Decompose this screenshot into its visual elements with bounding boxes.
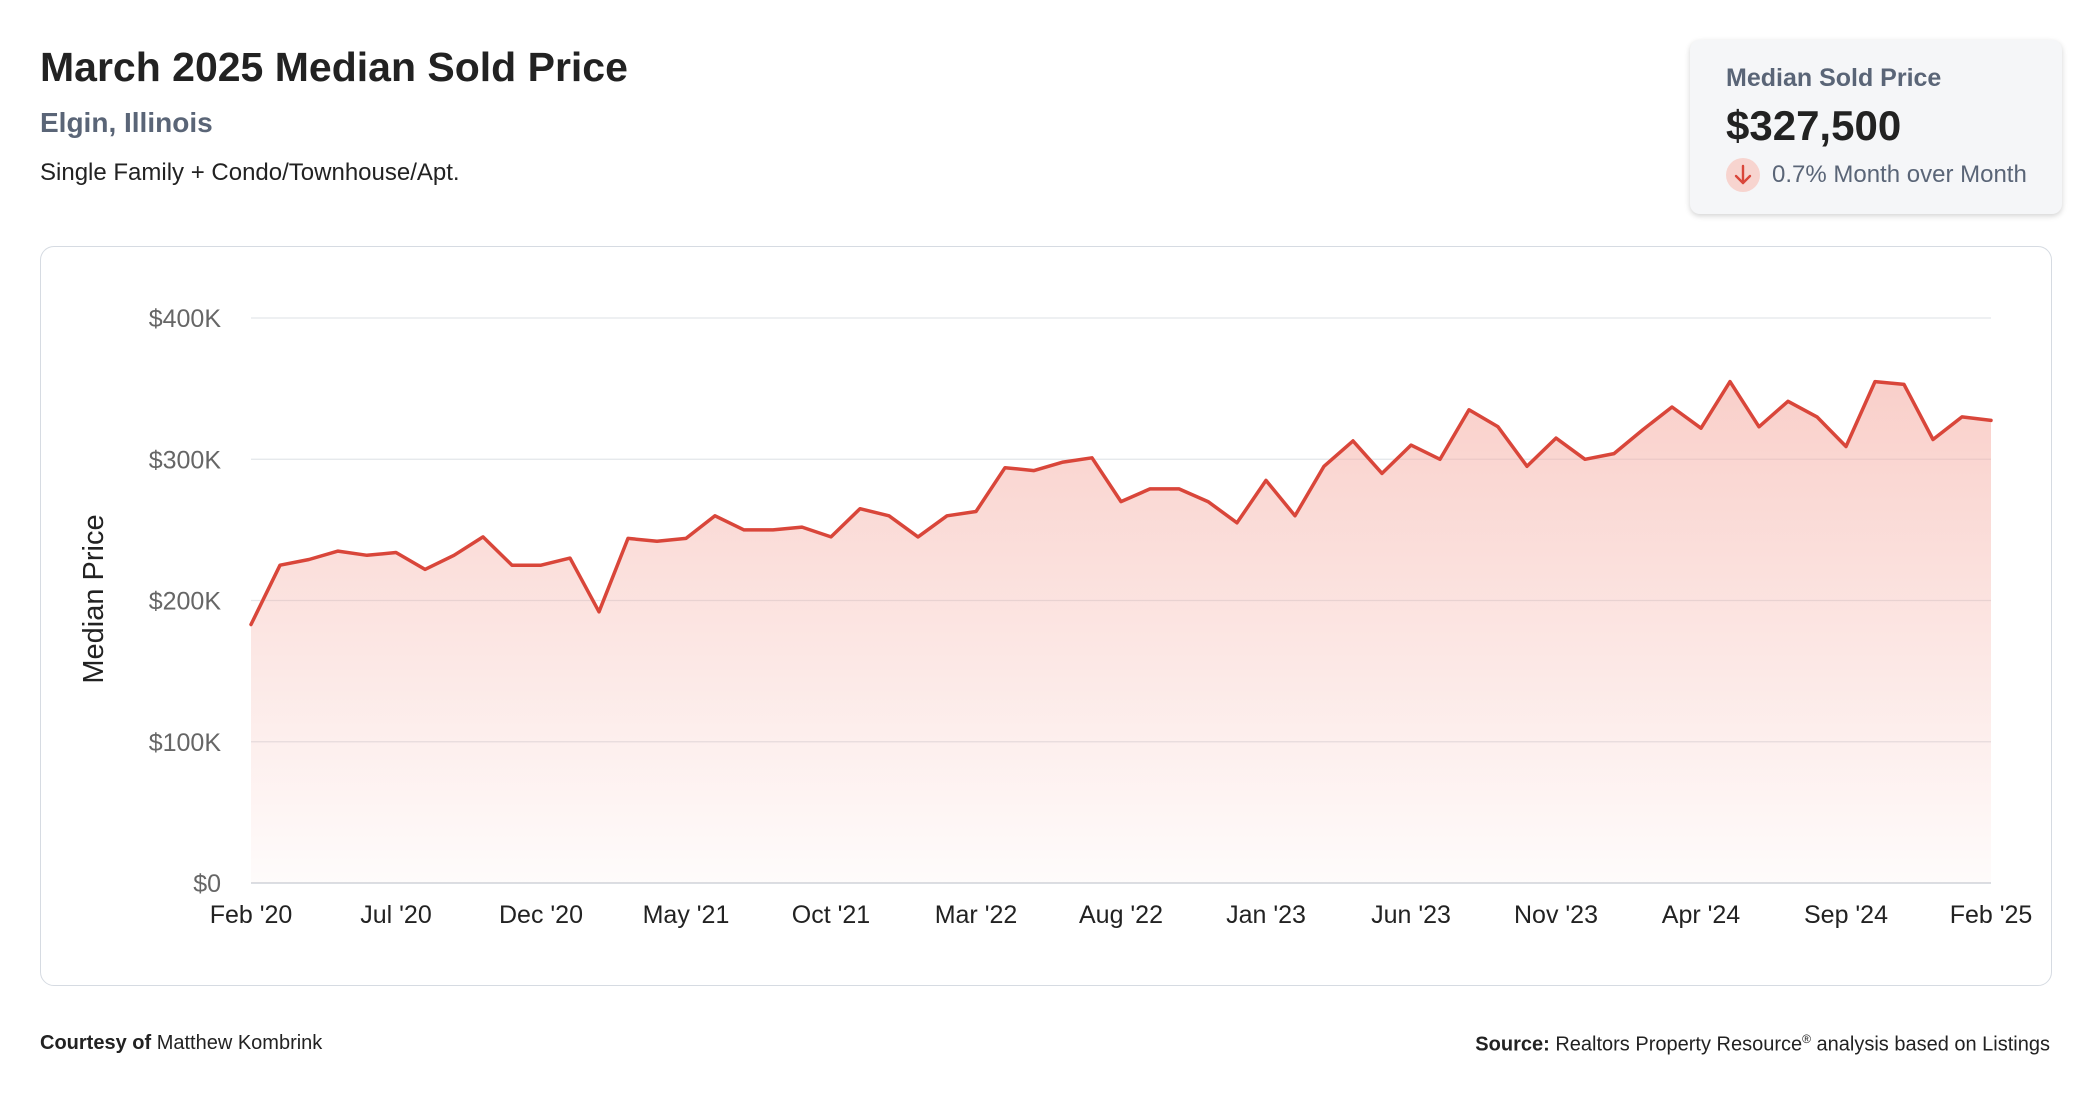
price-series-line: [249, 379, 1993, 627]
y-tick-label: $400K: [149, 305, 222, 333]
location-subtitle: Elgin, Illinois: [40, 107, 213, 138]
x-tick-label: Sep '24: [1804, 901, 1888, 929]
x-tick-label: Aug '22: [1079, 901, 1163, 929]
stat-card-value: $327,500: [1726, 102, 1902, 149]
stat-card-label: Median Sold Price: [1726, 64, 1942, 92]
courtesy-label: Courtesy of: [40, 1032, 152, 1054]
source-text: Realtors Property Resource: [1555, 1033, 1803, 1056]
chart-container: $0 $100K $200K $300K $400K Feb '20 Jul '20 Dec…: [40, 246, 2052, 986]
page-title: March 2025 Median Sold Price: [40, 44, 628, 90]
x-tick-label: Apr '24: [1662, 901, 1741, 929]
registered-mark: ®: [1802, 1032, 1811, 1046]
source-footer: Source: Realtors Property Resource® anal…: [1475, 1032, 2050, 1057]
source-label: Source:: [1475, 1033, 1550, 1056]
property-types-label: Single Family + Condo/Townhouse/Apt.: [40, 159, 460, 186]
y-tick-label: $100K: [149, 729, 222, 757]
price-area-fill: [251, 381, 1991, 883]
x-tick-label: Jun '23: [1371, 901, 1451, 929]
x-tick-label: Nov '23: [1514, 901, 1598, 929]
y-tick-label: $0: [193, 870, 221, 898]
x-tick-label: Feb '20: [210, 901, 293, 929]
arrow-down-icon: [1726, 158, 1760, 192]
stat-card-change-text: 0.7% Month over Month: [1772, 161, 2027, 188]
courtesy-name: Matthew Kombrink: [156, 1032, 323, 1054]
source-suffix: analysis based on Listings: [1816, 1033, 2050, 1056]
median-price-chart: $0 $100K $200K $300K $400K Feb '20 Jul '20 Dec…: [78, 305, 2033, 929]
median-price-stat-card: Median Sold Price $327,500 0.7% Month ov…: [1690, 40, 2062, 214]
x-tick-label: Mar '22: [935, 901, 1018, 929]
x-tick-label: Jan '23: [1226, 901, 1306, 929]
y-tick-label: $200K: [149, 588, 222, 616]
x-tick-label: Dec '20: [499, 901, 583, 929]
x-tick-label: Oct '21: [792, 901, 870, 929]
stat-card-change: 0.7% Month over Month: [1726, 158, 2027, 192]
x-tick-label: Jul '20: [360, 901, 431, 929]
x-tick-label: May '21: [643, 901, 730, 929]
y-tick-label: $300K: [149, 446, 222, 474]
y-axis-label: Median Price: [78, 514, 110, 683]
x-tick-label: Feb '25: [1950, 901, 2033, 929]
courtesy-footer: Courtesy of Matthew Kombrink: [40, 1032, 322, 1055]
